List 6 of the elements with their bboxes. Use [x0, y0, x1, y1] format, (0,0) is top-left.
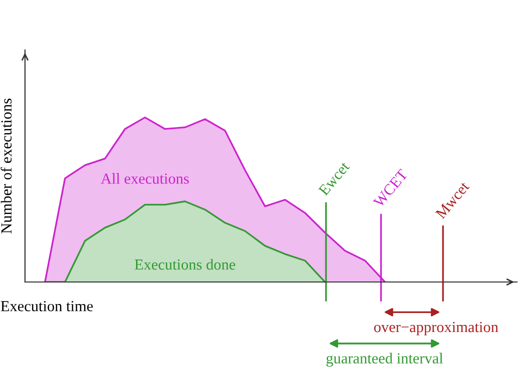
- x-axis-title: Execution time: [0, 301, 93, 312]
- series-label: All executions: [100, 173, 189, 184]
- y-axis-title: Number of executions: [0, 98, 12, 234]
- series-label: Executions done: [134, 258, 236, 270]
- text: guaranteed interval: [326, 352, 443, 367]
- text: over−approximation: [374, 322, 498, 336]
